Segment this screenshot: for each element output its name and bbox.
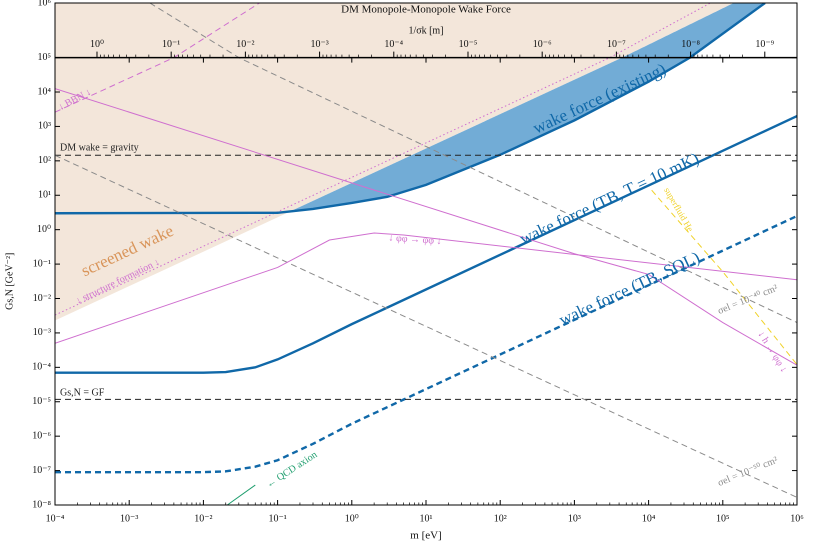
x-tick-label: 10⁻¹ (268, 513, 286, 524)
y-tick-label: 10² (38, 155, 51, 166)
y-tick-label: 10⁻⁷ (32, 465, 51, 476)
x2-tick-label: 10⁻⁵ (459, 39, 478, 50)
series-label: superfluid He (662, 186, 695, 234)
x2-tick-label: 10⁰ (90, 39, 104, 50)
x2-tick-label: 10⁻⁴ (384, 39, 403, 50)
y-tick-label: 10⁻³ (33, 327, 51, 338)
x-tick-label: 10¹ (420, 513, 433, 524)
y-tick-label: 10³ (38, 121, 51, 132)
series-label: Gs,N = GF (60, 387, 105, 398)
y-tick-label: 10⁰ (37, 224, 51, 235)
series-line (55, 88, 797, 366)
y-tick-label: 10⁻⁴ (32, 362, 51, 373)
series-label: ← QCD axion (264, 449, 319, 490)
y-tick-label: 10⁵ (38, 52, 52, 63)
y-tick-label: 10⁶ (38, 0, 52, 8)
series-label: ↓ h → φφ ↓ (755, 329, 789, 374)
excluded-region (55, 3, 765, 214)
series-label: ↓ φφ → φφ ↓ (388, 232, 442, 247)
x-tick-label: 10⁻⁴ (46, 513, 65, 524)
y-tick-label: 10⁻¹ (33, 258, 51, 269)
x2-tick-label: 10⁻¹ (162, 39, 180, 50)
x-tick-label: 10² (494, 513, 507, 524)
series-line (55, 114, 797, 374)
y-tick-label: 10⁻⁸ (32, 499, 51, 510)
x2-tick-label: 10⁻² (236, 39, 254, 50)
x-tick-label: 10⁵ (716, 513, 730, 524)
y-tick-label: 10⁻² (33, 293, 51, 304)
series-label: DM wake = gravity (60, 142, 139, 153)
y-tick-label: 10⁻⁶ (32, 430, 51, 441)
plot-area: screened wake↓ structure formation ↓↓ BB… (55, 3, 797, 505)
x-tick-label: 10⁴ (642, 513, 656, 524)
y-tick-label: 10⁴ (38, 86, 52, 97)
y-axis-label: Gs,N [GeV⁻²] (4, 253, 15, 310)
x-tick-label: 10³ (568, 513, 581, 524)
series-label: wake force (TB, SQL) (556, 248, 703, 330)
screened-region (55, 3, 734, 321)
series-label: σel = 10⁻⁵⁰ cm² (716, 455, 779, 489)
series-line (55, 154, 797, 498)
x2-tick-label: 10⁻⁸ (681, 39, 700, 50)
axes: 10⁻⁴ 10⁻³ 10⁻² 10⁻¹ 10⁰ 10¹ 10² 10³ 10⁴ 10⁵ 10⁶ 10⁻… (4, 0, 804, 542)
series-line (55, 214, 797, 474)
y-tick-label: 10⁻⁵ (32, 396, 51, 407)
x-tick-label: 10⁻³ (120, 513, 138, 524)
x-tick-label: 10⁰ (345, 513, 359, 524)
chart-title: DM Monopole-Monopole Wake Force (341, 4, 511, 16)
x2-axis-label: 1/σk [m] (408, 25, 443, 36)
series-line (227, 484, 256, 505)
series-line (55, 232, 797, 344)
x2-tick-label: 10⁻⁷ (607, 39, 626, 50)
x2-tick-label: 10⁻⁶ (533, 39, 552, 50)
x-axis-label: m [eV] (410, 530, 441, 542)
x2-tick-label: 10⁻³ (310, 39, 328, 50)
x2-tick-label: 10⁻⁹ (755, 39, 774, 50)
x-tick-label: 10⁶ (790, 513, 804, 524)
y-tick-label: 10¹ (38, 190, 51, 201)
series-line (55, 3, 766, 215)
series-label: σel = 10⁻⁴⁰ cm² (716, 283, 779, 317)
x-tick-label: 10⁻² (194, 513, 212, 524)
